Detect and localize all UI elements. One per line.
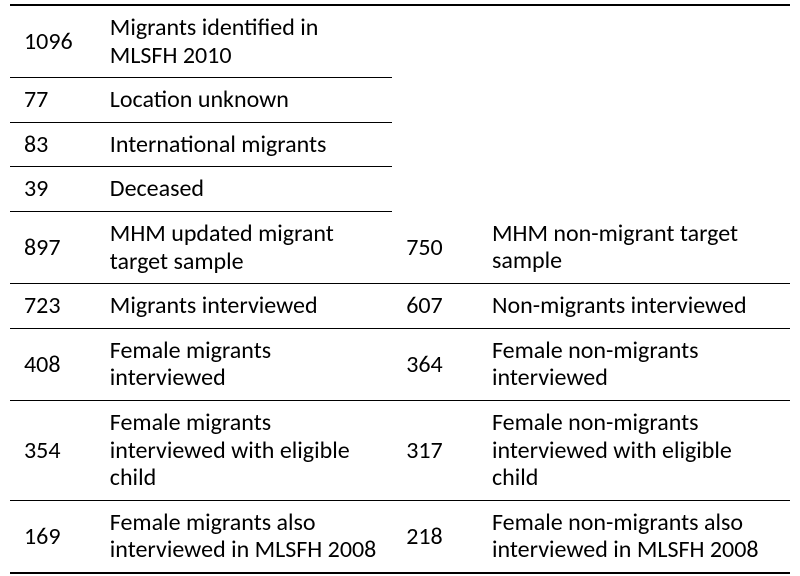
left-number: 39 [10,167,96,212]
right-text [478,122,790,167]
left-text: International migrants [96,122,392,167]
table-row: 723 Migrants interviewed 607 Non-migrant… [10,284,790,329]
left-number: 1096 [10,5,96,78]
left-number: 723 [10,284,96,329]
left-text: Female migrants interviewed [96,328,392,400]
right-number: 364 [392,328,478,400]
table-row: 897 MHM updated migrant target sample 75… [10,211,790,283]
left-number: 83 [10,122,96,167]
table-row: 1096 Migrants identified in MLSFH 2010 [10,5,790,78]
left-text: Female migrants also interviewed in MLSF… [96,500,392,573]
right-text [478,5,790,78]
table-row: 169 Female migrants also interviewed in … [10,500,790,573]
right-number [392,122,478,167]
right-text: Female non-migrants also interviewed in … [478,500,790,573]
right-number: 317 [392,400,478,500]
right-text: Female non-migrants interviewed [478,328,790,400]
right-number: 218 [392,500,478,573]
table-row: 354 Female migrants interviewed with eli… [10,400,790,500]
table-row: 39 Deceased [10,167,790,212]
table-row: 408 Female migrants interviewed 364 Fema… [10,328,790,400]
left-text: Deceased [96,167,392,212]
right-number: 750 [392,211,478,283]
table-row: 77 Location unknown [10,78,790,123]
table-row: 83 International migrants [10,122,790,167]
left-number: 897 [10,211,96,283]
right-number: 607 [392,284,478,329]
left-number: 169 [10,500,96,573]
left-text: MHM updated migrant target sample [96,211,392,283]
right-text [478,78,790,123]
right-text: Non-migrants interviewed [478,284,790,329]
left-text: Location unknown [96,78,392,123]
left-number: 354 [10,400,96,500]
table-body: 1096 Migrants identified in MLSFH 2010 7… [10,5,790,573]
left-number: 77 [10,78,96,123]
right-number [392,78,478,123]
left-text: Migrants interviewed [96,284,392,329]
left-text: Female migrants interviewed with eligibl… [96,400,392,500]
right-text: Female non-migrants interviewed with eli… [478,400,790,500]
left-number: 408 [10,328,96,400]
sample-table: 1096 Migrants identified in MLSFH 2010 7… [10,4,790,574]
right-text: MHM non-migrant target sample [478,211,790,283]
right-number [392,167,478,212]
left-text: Migrants identified in MLSFH 2010 [96,5,392,78]
right-number [392,5,478,78]
right-text [478,167,790,212]
